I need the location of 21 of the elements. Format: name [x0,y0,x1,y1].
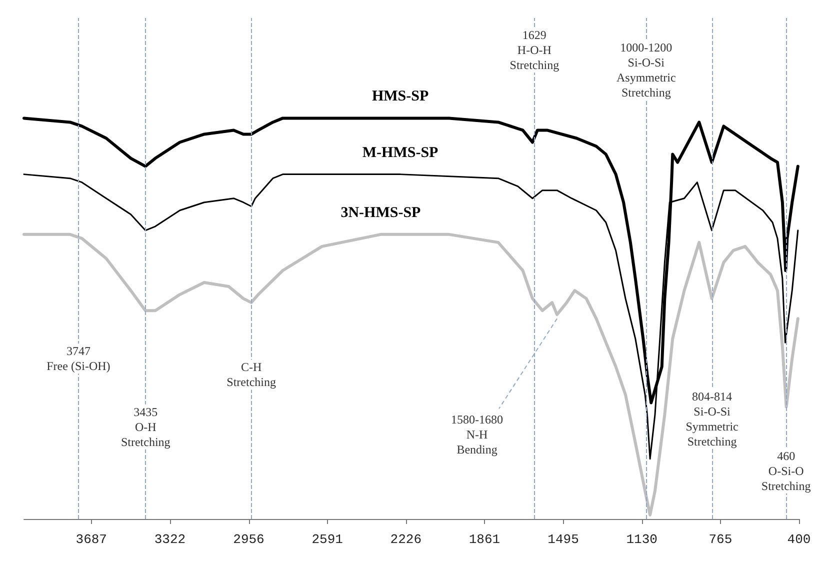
series-label: HMS-SP [372,88,429,105]
x-tick-label: 2591 [312,532,344,547]
x-tick-label: 2956 [233,532,264,547]
annotation: 1580-1680 N-H Bending [451,412,504,457]
x-tick-label: 765 [708,532,732,547]
annotation: 3435 O-H Stretching [120,404,170,449]
annotation: 1629 H-O-H Stretching [510,28,560,72]
series-label: 3N-HMS-SP [340,204,421,221]
annotation: 1000-1200 Si-O-Si Asymmetric Stretching [616,40,676,100]
x-tick-label: 3322 [154,532,186,547]
x-tick-label: 400 [787,532,811,547]
x-tick-label: 3687 [76,532,107,547]
x-tick-label: 1130 [626,532,658,547]
x-tick-label: 1495 [548,532,579,547]
annotation: 804-814 Si-O-Si Symmetric Stretching [686,389,738,448]
annotation: 460 O-Si-O Stretching [761,448,811,493]
annotation: 3747 Free (Si-OH) [46,344,110,374]
x-tick-label: 2226 [390,532,422,547]
annotation: C-H Stretching [226,360,276,390]
x-tick-label: 1861 [468,532,500,547]
series-label: M-HMS-SP [362,144,438,161]
